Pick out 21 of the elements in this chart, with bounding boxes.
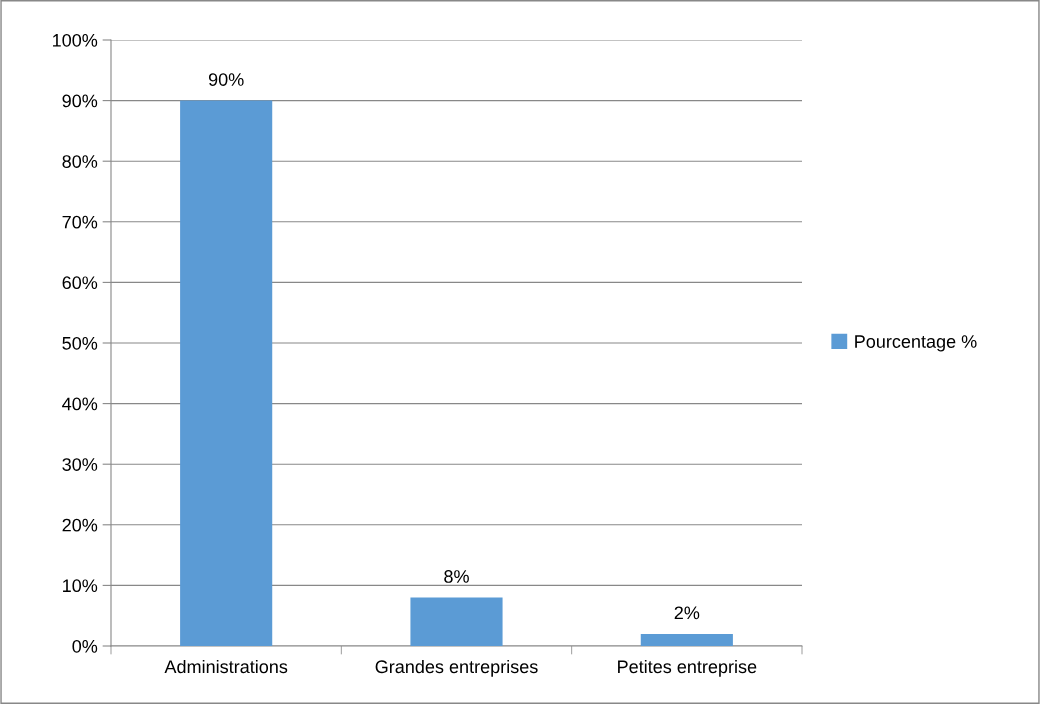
y-tick-label: 10% (63, 579, 98, 593)
y-tick-label: 50% (62, 336, 98, 350)
y-tick-label: 80% (62, 155, 98, 168)
y-tick-label: 100% (53, 33, 98, 47)
x-tick-label: Petites entreprise (618, 659, 757, 677)
bar (180, 100, 273, 646)
y-tick-label: 70% (62, 215, 98, 229)
y-tick-label: 90% (62, 94, 98, 108)
bar (640, 633, 733, 646)
y-tick-label: 0% (72, 639, 98, 653)
y-tick-label: 20% (62, 518, 98, 532)
y-tick-label: 30% (62, 458, 98, 471)
data-label: 8% (444, 570, 469, 583)
x-tick-label: Grandes entreprises (375, 659, 538, 677)
bar (410, 597, 503, 646)
data-label: 2% (674, 606, 700, 620)
y-tick-label: 60% (62, 276, 98, 290)
y-tick-label: 40% (62, 397, 98, 411)
x-tick-label: Administrations (164, 659, 288, 674)
data-label: 90% (208, 73, 244, 86)
legend-label: Pourcentage % (855, 335, 977, 352)
